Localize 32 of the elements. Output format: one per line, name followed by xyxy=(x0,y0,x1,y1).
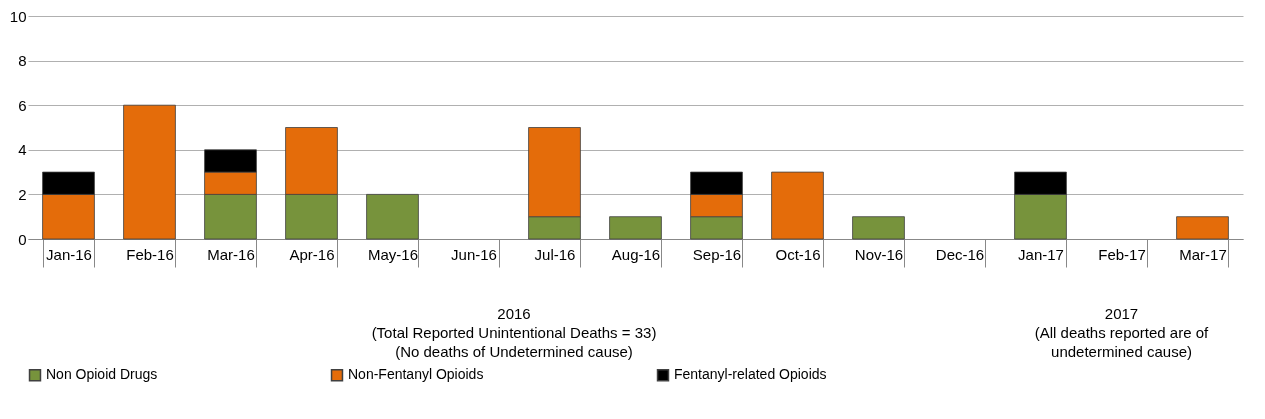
y-tick-label: 2 xyxy=(18,185,27,203)
bar xyxy=(771,171,824,240)
legend-label: Fentanyl-related Opioids xyxy=(674,366,827,383)
x-tick-label: Nov-16 xyxy=(854,245,904,263)
x-tick-label: Jan-16 xyxy=(46,245,92,263)
x-tick-label: Jan-17 xyxy=(1018,245,1064,263)
x-tick-label: Mar-17 xyxy=(1179,245,1227,263)
y-tick-label: 0 xyxy=(18,230,27,248)
x-tick-label: Mar-16 xyxy=(207,245,255,263)
x-tick-label: Jul-16 xyxy=(534,245,576,263)
y-tick-label: 6 xyxy=(18,96,27,114)
x-tick-label: Dec-16 xyxy=(935,245,985,263)
y-tick-label: 10 xyxy=(9,7,27,25)
legend-label: Non Opioid Drugs xyxy=(46,366,158,383)
legend-label: Non-Fentanyl Opioids xyxy=(348,366,484,383)
x-tick-label: Feb-17 xyxy=(1098,245,1146,263)
bar xyxy=(1176,216,1229,240)
bar xyxy=(366,194,419,240)
x-tick-label: Oct-16 xyxy=(775,245,821,263)
text: 2017 (All deaths reported are of undetermined cause) xyxy=(1034,305,1210,360)
x-tick-label: Apr-16 xyxy=(289,245,335,263)
x-tick-label: Sep-16 xyxy=(692,245,742,263)
x-tick-label: Aug-16 xyxy=(611,245,661,263)
text: 2016 (Total Reported Unintentional Deaths = 33) (No deaths of Undetermined cause) xyxy=(371,305,657,360)
y-tick-label: 4 xyxy=(18,141,27,159)
x-tick-label: Jun-16 xyxy=(451,245,497,263)
bar xyxy=(609,216,662,240)
bar xyxy=(852,216,905,240)
y-tick-label: 8 xyxy=(18,52,27,70)
x-tick-label: May-16 xyxy=(367,245,419,263)
bar xyxy=(123,104,176,240)
x-tick-label: Feb-16 xyxy=(126,245,174,263)
